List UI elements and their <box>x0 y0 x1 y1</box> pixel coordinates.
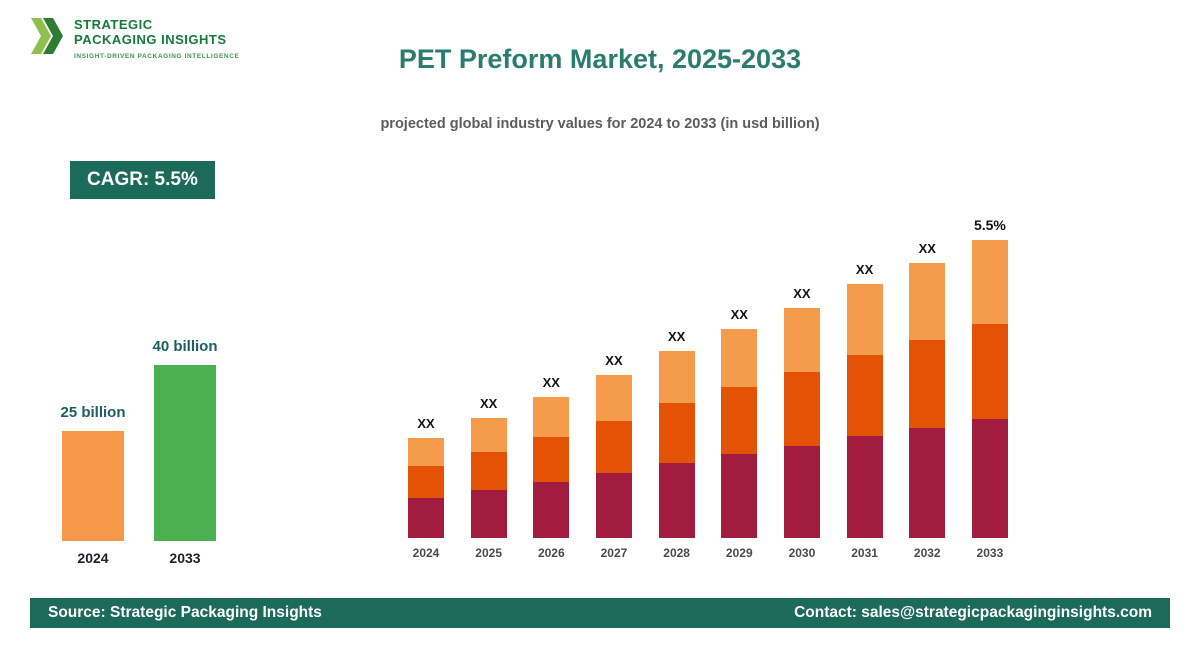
summary-bar-value-label: 25 billion <box>60 404 126 421</box>
middle-segment <box>846 355 883 436</box>
bar-value-label: XX <box>667 329 686 344</box>
bar-year-label: 2031 <box>851 546 878 560</box>
logo-name-line1: STRATEGIC <box>74 17 153 32</box>
bar-year-label: 2026 <box>537 546 565 560</box>
summary-bar-2024 <box>62 431 124 541</box>
summary-bar-year-label: 2033 <box>169 550 201 566</box>
bottom-segment <box>783 446 820 538</box>
bar-value-label: XX <box>793 286 811 301</box>
stacked-bar <box>533 397 570 538</box>
stacked-bar <box>783 308 820 538</box>
bar-year-label: 2029 <box>725 546 753 560</box>
top-segment <box>595 375 632 421</box>
bar-group-2025: XX 2025 <box>470 396 507 560</box>
bar-value-label: XX <box>542 375 560 390</box>
bar-year-label: 2025 <box>475 546 502 560</box>
stacked-bar <box>971 240 1008 538</box>
bottom-segment <box>470 490 507 538</box>
middle-segment <box>533 437 570 482</box>
bar-group-2024: XX 2024 <box>408 416 444 560</box>
middle-segment <box>470 452 507 490</box>
top-segment <box>971 240 1008 324</box>
bar-value-label: XX <box>918 241 936 256</box>
bar-group-2031: XX 2031 <box>846 262 883 560</box>
bar-year-label: 2024 <box>412 546 440 560</box>
bottom-segment <box>909 428 946 538</box>
stacked-bar <box>909 263 946 538</box>
stacked-bar <box>846 284 883 538</box>
summary-bar-group-2024: 25 billion 2024 <box>60 404 126 566</box>
bar-year-label: 2033 <box>976 546 1004 560</box>
footer-source: Source: Strategic Packaging Insights <box>48 604 322 621</box>
summary-chart: 25 billion 2024 40 billion 2033 <box>60 316 218 566</box>
footer-contact: Contact: sales@strategicpackaginginsight… <box>794 604 1152 621</box>
top-segment <box>658 351 695 403</box>
stacked-bar <box>595 375 632 538</box>
bottom-segment <box>533 482 570 538</box>
stacked-bar <box>470 418 507 538</box>
top-segment <box>909 263 946 340</box>
summary-bar-2033 <box>154 365 216 541</box>
top-segment <box>846 284 883 355</box>
top-segment <box>721 329 758 387</box>
page-title: PET Preform Market, 2025-2033 <box>398 44 802 74</box>
middle-segment <box>658 403 695 463</box>
summary-bar-year-label: 2024 <box>77 550 109 566</box>
bar-value-label: 5.5% <box>973 217 1006 233</box>
bar-value-label: XX <box>479 396 498 411</box>
top-segment <box>408 438 444 466</box>
bottom-segment <box>721 454 758 538</box>
bar-value-label: XX <box>417 416 435 431</box>
summary-bar-group-2033: 40 billion 2033 <box>152 338 218 566</box>
middle-segment <box>783 372 820 446</box>
bar-value-label: XX <box>605 353 623 368</box>
logo-name-line2: PACKAGING INSIGHTS <box>74 31 227 47</box>
bar-year-label: 2030 <box>788 546 816 560</box>
bar-group-2029: XX 2029 <box>721 307 758 560</box>
bar-group-2030: XX 2030 <box>783 286 820 560</box>
stacked-bar <box>408 438 444 538</box>
stacked-bar <box>658 351 695 538</box>
logo: STRATEGIC PACKAGING INSIGHTS INSIGHT-DRI… <box>30 14 239 63</box>
bottom-segment <box>408 498 444 538</box>
top-segment <box>533 397 570 437</box>
bar-group-2028: XX 2028 <box>658 329 695 560</box>
middle-segment <box>408 466 444 498</box>
page-subtitle: projected global industry values for 202… <box>380 116 820 132</box>
middle-segment <box>595 421 632 473</box>
middle-segment <box>909 340 946 428</box>
bottom-segment <box>846 436 883 538</box>
bar-group-2033: 5.5% 2033 <box>971 217 1008 560</box>
stacked-bar-chart: XX 2024 XX 2025 XX 2026 XX 2027 XX 2028 XX 2029 XX 20… <box>408 196 1008 560</box>
logo-chevron-icon <box>30 14 66 63</box>
bar-group-2026: XX 2026 <box>533 375 570 560</box>
logo-tagline: INSIGHT-DRIVEN PACKAGING INTELLIGENCE <box>74 52 240 60</box>
summary-bar-value-label: 40 billion <box>152 338 218 355</box>
bottom-segment <box>595 473 632 538</box>
logo-text: STRATEGIC PACKAGING INSIGHTS INSIGHT-DRI… <box>74 14 239 60</box>
bar-group-2027: XX 2027 <box>595 353 632 560</box>
cagr-badge: CAGR: 5.5% <box>70 161 215 199</box>
middle-segment <box>721 387 758 454</box>
bar-group-2032: XX 2032 <box>909 241 946 560</box>
middle-segment <box>971 324 1008 419</box>
bar-value-label: XX <box>855 262 874 277</box>
bar-year-label: 2028 <box>663 546 690 560</box>
bottom-segment <box>971 419 1008 538</box>
top-segment <box>470 418 507 452</box>
bar-year-label: 2032 <box>913 546 941 560</box>
stacked-bar <box>721 329 758 538</box>
top-segment <box>783 308 820 372</box>
bar-value-label: XX <box>730 307 748 322</box>
bottom-segment <box>658 463 695 538</box>
bar-year-label: 2027 <box>600 546 628 560</box>
footer-bar: Source: Strategic Packaging Insights Con… <box>30 598 1170 628</box>
